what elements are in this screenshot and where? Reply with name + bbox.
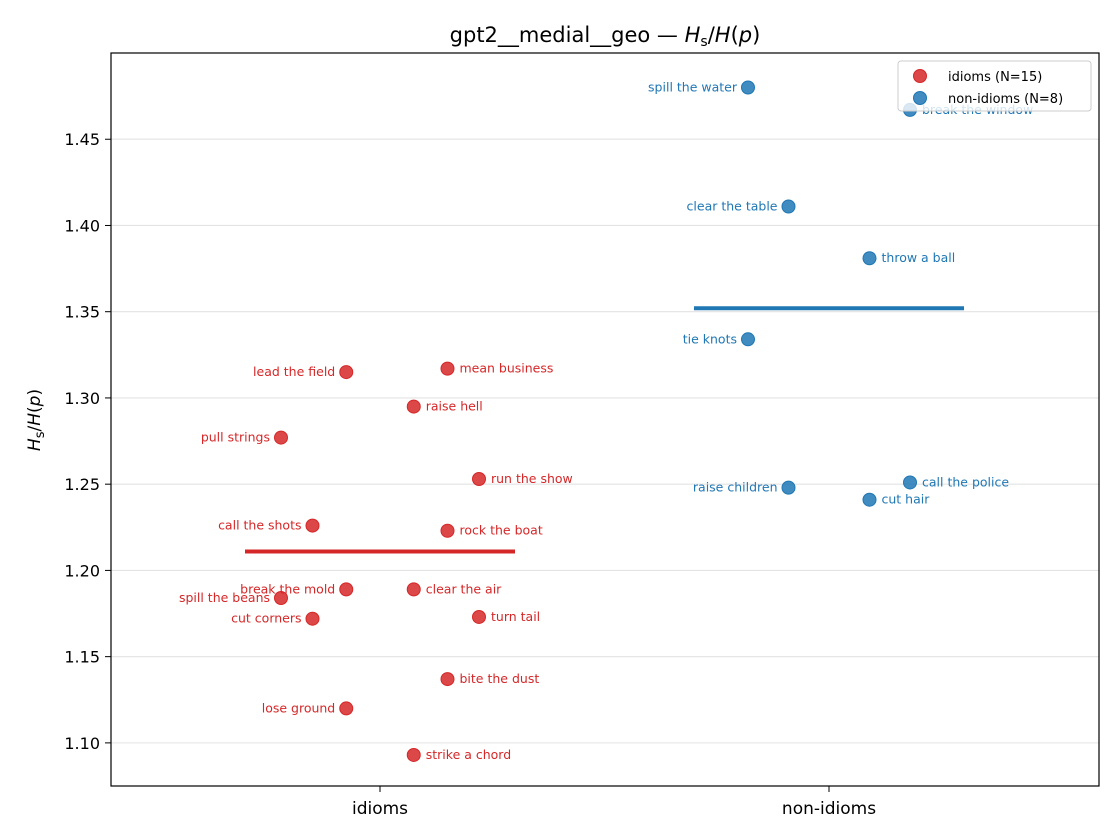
point-1-4 [741, 332, 755, 347]
point-0-4 [472, 472, 486, 487]
y-tick-label-5: 1.35 [64, 303, 100, 322]
ylabel-h: H [25, 438, 45, 451]
title-paren-open: ( [731, 23, 739, 47]
ylabel-sub-s: s [33, 431, 48, 438]
point-label-0-14: strike a chord [426, 747, 511, 762]
point-1-2 [781, 199, 796, 214]
point-label-1-2: clear the table [687, 198, 778, 213]
point-0-8 [406, 582, 421, 597]
title-prefix: gpt2__medial__geo — [450, 23, 685, 48]
point-label-1-7: cut hair [882, 492, 931, 507]
title-hp: H [715, 23, 731, 47]
legend: idioms (N=15) non-idioms (N=8) [897, 60, 1092, 112]
title-slash: / [708, 23, 716, 47]
data-points: lead the field mean business raise hell pul… [179, 79, 1033, 762]
ylabel-paren-close: ) [25, 389, 45, 396]
y-tick-label-0: 1.10 [64, 734, 100, 753]
point-0-10 [305, 611, 320, 626]
point-label-0-2: raise hell [426, 399, 483, 414]
ylabel-p: p [25, 395, 45, 407]
y-tick-label-7: 1.45 [64, 130, 100, 149]
point-0-13 [339, 701, 354, 716]
point-label-0-3: pull strings [201, 430, 270, 445]
point-1-3 [862, 251, 877, 266]
y-axis: 1.10 1.15 1.20 1.25 1.30 1.35 1.40 1.45 [64, 130, 111, 753]
point-label-1-0: spill the water [648, 79, 738, 94]
point-0-2 [406, 399, 421, 414]
point-label-0-6: rock the boat [460, 523, 543, 538]
y-tick-label-4: 1.30 [64, 389, 100, 408]
point-0-6 [440, 523, 455, 538]
ylabel-paren-open: ( [25, 406, 45, 413]
point-label-0-5: call the shots [218, 518, 301, 533]
y-tick-label-1: 1.15 [64, 648, 100, 667]
point-0-11 [472, 609, 486, 624]
title-paren-close: ) [752, 23, 760, 47]
y-tick-label-2: 1.20 [64, 561, 100, 580]
title-p: p [738, 23, 752, 47]
point-label-0-4: run the show [491, 471, 573, 486]
legend-marker-1 [913, 91, 927, 105]
point-label-0-8: clear the air [426, 581, 502, 596]
ylabel-hp: H [25, 413, 45, 426]
point-label-0-10: cut corners [231, 611, 301, 626]
point-label-0-0: lead the field [253, 364, 335, 379]
point-label-1-3: throw a ball [882, 250, 956, 265]
point-0-7 [339, 582, 354, 597]
chart-title: gpt2__medial__geo — Hs/H(p) [450, 23, 761, 50]
plot-frame [110, 52, 1100, 787]
x-axis: idioms non-idioms [352, 786, 876, 819]
x-tick-label-1: non-idioms [782, 799, 876, 819]
y-gridlines [111, 138, 1099, 744]
point-label-1-4: tie knots [683, 331, 737, 346]
point-1-5 [781, 480, 796, 495]
title-sub-s: s [700, 34, 707, 50]
point-0-3 [274, 430, 288, 445]
point-1-7 [862, 492, 877, 507]
point-0-12 [440, 672, 455, 687]
point-label-1-5: raise children [693, 480, 778, 495]
point-label-0-1: mean business [460, 361, 554, 376]
point-label-0-7: break the mold [240, 581, 335, 596]
mean-lines [245, 306, 964, 554]
x-tick-label-0: idioms [352, 799, 408, 819]
y-tick-label-3: 1.25 [64, 475, 100, 494]
point-0-14 [406, 747, 421, 762]
point-0-1 [440, 361, 455, 376]
y-tick-label-6: 1.40 [64, 216, 100, 235]
legend-label-1: non-idioms (N=8) [948, 92, 1063, 107]
y-axis-label: Hs/H(p) [25, 389, 48, 451]
point-0-5 [305, 518, 320, 533]
point-label-0-11: turn tail [491, 609, 540, 624]
point-label-0-13: lose ground [262, 700, 336, 715]
title-h: H [685, 23, 701, 47]
legend-marker-0 [913, 69, 927, 83]
point-label-1-6: call the police [922, 474, 1009, 489]
point-0-0 [339, 365, 354, 380]
point-1-0 [741, 80, 755, 95]
point-label-0-9: spill the beans [179, 590, 270, 605]
point-1-6 [903, 475, 917, 490]
point-0-9 [274, 591, 288, 606]
point-label-0-12: bite the dust [460, 671, 540, 686]
legend-label-0: idioms (N=15) [948, 70, 1042, 85]
legend-box [897, 60, 1092, 112]
ylabel-slash: / [25, 426, 45, 432]
